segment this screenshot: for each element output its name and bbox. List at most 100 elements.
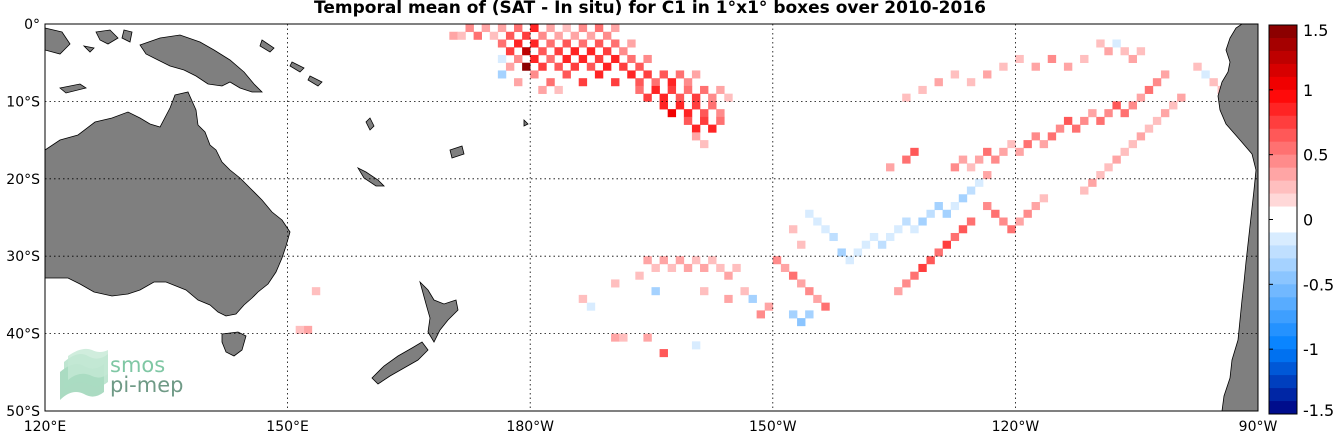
data-cell [700, 287, 709, 296]
data-cell [1112, 155, 1121, 164]
data-cell [562, 39, 571, 48]
data-cell [611, 333, 620, 342]
data-cell [813, 294, 822, 303]
data-cell [934, 248, 943, 257]
data-cell [497, 24, 507, 33]
data-cell [805, 209, 814, 218]
data-cell [538, 47, 547, 56]
data-cell [586, 302, 596, 311]
data-cell [659, 101, 668, 110]
data-cell [1080, 116, 1089, 125]
data-cell [554, 31, 563, 40]
data-cell [983, 202, 992, 211]
logo-text-pimep: pi-mep [110, 373, 183, 397]
data-cell [1177, 93, 1186, 102]
data-cell [505, 47, 515, 56]
data-cell [1039, 194, 1049, 203]
island-sulawesi [95, 29, 119, 45]
data-cell [457, 31, 466, 40]
data-cell [1136, 132, 1146, 141]
data-cell [497, 54, 507, 63]
colorbar-segment [1269, 193, 1297, 207]
map-title: Temporal mean of (SAT - In situ) for C1 … [314, 0, 986, 18]
colorbar-segment [1269, 115, 1297, 130]
data-cell [1015, 217, 1024, 226]
data-cell [1112, 39, 1121, 48]
data-cell [991, 209, 1000, 218]
data-cell [756, 310, 766, 319]
data-cell [974, 178, 984, 187]
colorbar-segment [1269, 167, 1297, 181]
data-cell [522, 62, 531, 71]
data-cell [594, 54, 604, 63]
data-cell [295, 325, 305, 334]
colorbar-segment [1269, 258, 1297, 272]
data-cell [635, 271, 644, 280]
data-cell [489, 31, 499, 40]
data-cell [732, 263, 741, 272]
land-masses [45, 24, 1258, 411]
data-cell [602, 47, 612, 56]
data-cell [465, 24, 474, 33]
new-zealand-south-island [371, 341, 429, 385]
data-cells [295, 24, 1226, 358]
colorbar-segment [1269, 375, 1297, 389]
lon-tick-label: 90°W [1239, 419, 1278, 435]
tasmania-landmass [221, 331, 247, 357]
lat-tick-label: 50°S [6, 404, 40, 420]
data-cell [991, 155, 1000, 164]
colorbar-tick-label: 1 [1303, 81, 1313, 100]
data-cell [667, 263, 677, 272]
data-cell [578, 54, 588, 63]
data-cell [1112, 101, 1121, 110]
data-cell [611, 39, 620, 48]
colorbar-segment [1269, 245, 1297, 259]
data-cell [578, 39, 588, 48]
data-cell [966, 217, 976, 226]
data-cell [1209, 78, 1218, 87]
data-cell [1031, 62, 1040, 71]
data-cell [918, 85, 927, 94]
data-cell [586, 47, 596, 56]
data-cell [651, 85, 660, 94]
data-cell [894, 287, 903, 296]
colorbar-tick-label: 0.5 [1303, 146, 1328, 165]
data-cell [481, 24, 491, 33]
data-cell [530, 54, 539, 63]
data-cell [708, 101, 717, 110]
lon-tick-label: 120°W [992, 419, 1040, 435]
lat-tick-label: 30°S [6, 249, 40, 265]
data-cell [1015, 54, 1024, 63]
lon-tick-label: 120°E [24, 419, 67, 435]
island-vanuatu [365, 117, 375, 131]
data-cell [1088, 109, 1097, 118]
colorbar-segment [1269, 89, 1297, 104]
data-cell [1152, 116, 1162, 125]
data-cell [311, 287, 321, 296]
data-cell [724, 93, 733, 102]
colorbar-segment [1269, 37, 1297, 52]
colorbar-segment [1269, 141, 1297, 156]
data-cell [861, 240, 871, 249]
data-cell [983, 147, 992, 156]
plot-frame [44, 23, 1259, 412]
logo-text-smos: smos [110, 353, 165, 377]
data-cell [1136, 93, 1146, 102]
data-cell [708, 124, 717, 133]
data-cell [554, 62, 563, 71]
data-cell [950, 232, 960, 242]
fiji-islands [449, 145, 465, 159]
data-cell [1144, 124, 1154, 133]
data-cell [748, 294, 757, 303]
data-cell [926, 209, 935, 218]
grid-lines [45, 24, 1258, 411]
data-cell [1072, 124, 1081, 133]
data-cell [570, 31, 580, 40]
data-cell [700, 140, 709, 149]
data-cell [1023, 209, 1032, 218]
data-cell [918, 217, 927, 226]
lon-tick-label: 150°W [749, 419, 797, 435]
data-cell [514, 39, 523, 48]
data-cell [966, 163, 976, 172]
new-zealand-north-island [419, 280, 459, 343]
